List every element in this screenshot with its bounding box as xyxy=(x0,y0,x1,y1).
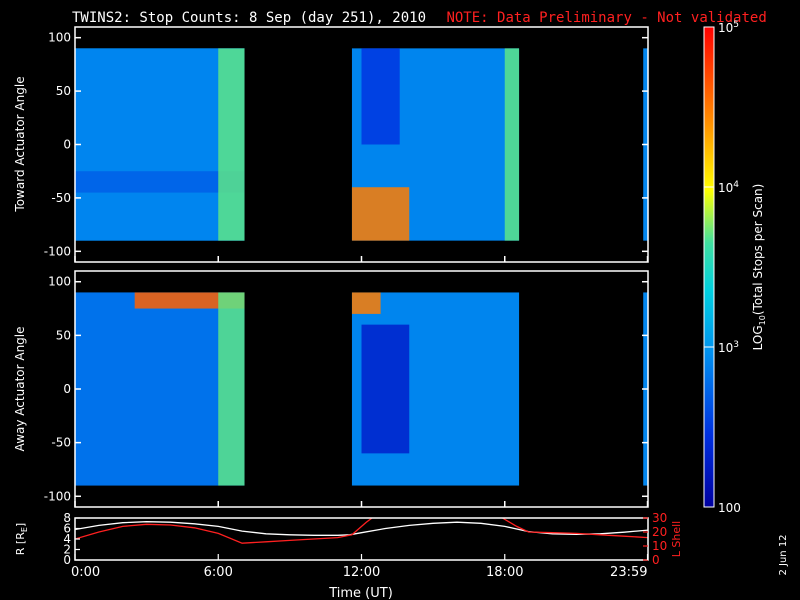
toward-ytick-label-2: 0 xyxy=(63,138,71,152)
orbit-xtick-label-1: 6:00 xyxy=(204,565,233,580)
away-heatmap xyxy=(75,292,648,486)
toward-feature-1 xyxy=(75,171,245,193)
orbit-xtick-label-4: 23:59 xyxy=(610,565,647,580)
colorbar: 105 104 103 100 LOG10(Total Stops per Scan) xyxy=(703,20,767,515)
toward-feature-3 xyxy=(351,187,410,241)
toward-feature-0 xyxy=(75,48,245,241)
toward-ytick-label-3: -50 xyxy=(51,191,71,205)
toward-ytick-label-1: 50 xyxy=(56,84,71,98)
away-ylabel: Away Actuator Angle xyxy=(13,326,27,451)
away-ytick-label-4: -100 xyxy=(44,489,71,503)
away-ytick-label-0: 100 xyxy=(48,275,71,289)
x-axis-label: Time (UT) xyxy=(328,586,393,600)
l-ytick-label-1: 10 xyxy=(652,539,667,553)
r-ytick-label-3: 6 xyxy=(63,522,71,536)
l-shell-series-line-2 xyxy=(502,518,648,539)
r-axis-label: R [RE] xyxy=(14,523,29,555)
away-feature-3 xyxy=(361,324,410,454)
toward-ytick-label-0: 100 xyxy=(48,31,71,45)
colorbar-tick-label-0: 105 xyxy=(718,20,739,35)
l-ytick-label-0: 0 xyxy=(652,553,660,567)
away-ytick-label-3: -50 xyxy=(51,436,71,450)
away-ytick-label-1: 50 xyxy=(56,328,71,342)
toward-feature-2 xyxy=(218,48,245,241)
away-feature-4 xyxy=(218,292,245,486)
toward-ytick-label-4: -100 xyxy=(44,244,71,258)
orbit-xtick-label-2: 12:00 xyxy=(343,565,380,580)
colorbar-label: LOG10(Total Stops per Scan) xyxy=(751,184,767,351)
panel-toward: 100 50 0 -50 -100 Toward Actuator Angle xyxy=(13,26,649,263)
colorbar-tick-label-3: 100 xyxy=(718,501,741,515)
r-ytick-label-4: 8 xyxy=(63,511,71,525)
toward-feature-4 xyxy=(361,48,400,145)
toward-heatmap xyxy=(75,48,648,241)
orbit-lines xyxy=(75,518,648,544)
toward-ylabel: Toward Actuator Angle xyxy=(13,76,27,212)
r-ytick-label-0: 0 xyxy=(63,553,71,567)
toward-feature-5 xyxy=(504,48,520,241)
toward-ticks: 100 50 0 -50 -100 xyxy=(44,31,649,262)
away-ticks: 100 50 0 -50 -100 xyxy=(44,275,649,507)
colorbar-tick-label-1: 104 xyxy=(718,180,739,195)
r-ytick-label-1: 2 xyxy=(63,543,71,557)
away-feature-2 xyxy=(351,292,381,314)
away-ytick-label-2: 0 xyxy=(63,382,71,396)
date-stamp: 2 Jun 12 xyxy=(778,534,789,575)
orbit-xtick-label-3: 18:00 xyxy=(486,565,523,580)
r-series-line xyxy=(75,521,648,536)
panel-away: 100 50 0 -50 -100 Away Actuator Angle xyxy=(13,270,649,508)
r-ytick-label-2: 4 xyxy=(63,532,71,546)
chart-title: TWINS2: Stop Counts: 8 Sep (day 251), 20… xyxy=(72,10,767,26)
l-shell-axis-label: L Shell xyxy=(670,521,683,557)
away-feature-0 xyxy=(75,292,245,486)
away-feature-1 xyxy=(134,292,245,309)
l-shell-series-line-1 xyxy=(75,518,374,544)
l-ytick-label-3: 30 xyxy=(652,511,667,525)
colorbar-tick-label-2: 103 xyxy=(718,340,739,355)
colorbar-gradient xyxy=(703,26,715,508)
colorbar-ticks: 105 104 103 100 xyxy=(704,20,741,515)
l-ytick-label-2: 20 xyxy=(652,525,667,539)
orbit-xtick-label-0: 0:00 xyxy=(71,565,100,580)
